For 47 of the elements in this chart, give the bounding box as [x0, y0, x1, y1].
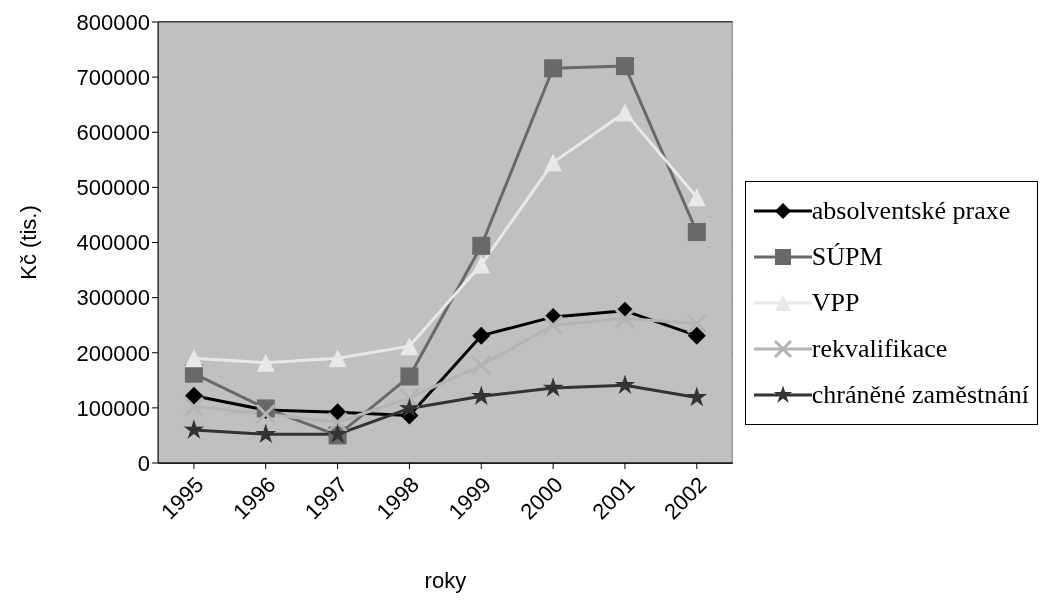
y-tick-label: 600000	[76, 120, 150, 146]
point	[542, 314, 564, 336]
point	[183, 396, 205, 418]
point	[255, 423, 277, 444]
point	[472, 326, 491, 345]
point	[328, 349, 347, 368]
point	[398, 387, 420, 409]
point	[544, 153, 563, 172]
legend-label: rekvalifikace	[811, 334, 948, 364]
point	[544, 59, 563, 78]
point	[687, 223, 706, 242]
y-tick-label: 300000	[76, 285, 150, 311]
y-tick-label: 800000	[76, 9, 150, 35]
point	[615, 103, 634, 122]
point	[327, 411, 349, 433]
point	[399, 397, 420, 418]
legend-label: SÚPM	[811, 242, 883, 272]
y-tick-label: 0	[137, 450, 150, 476]
y-tick-label: 200000	[76, 340, 150, 366]
x-axis-title: roky	[424, 568, 467, 593]
point	[183, 419, 205, 439]
point	[400, 337, 419, 356]
point	[614, 374, 636, 395]
point	[400, 367, 419, 386]
point	[472, 255, 491, 274]
point	[686, 313, 708, 335]
point	[542, 377, 564, 397]
y-tick-label: 100000	[76, 395, 150, 421]
legend-label: chráněné zaměstnání	[811, 380, 1029, 410]
y-tick-label: 500000	[76, 175, 150, 201]
point	[472, 236, 491, 255]
point	[255, 403, 277, 425]
point	[184, 386, 203, 405]
point	[687, 188, 706, 207]
point	[614, 308, 636, 330]
y-axis-title: Kč (tis.)	[15, 205, 41, 280]
point	[470, 354, 492, 376]
point	[256, 353, 275, 372]
point	[686, 386, 708, 407]
point	[687, 326, 706, 345]
y-tick-label: 400000	[76, 230, 150, 256]
point	[471, 385, 492, 406]
legend-label: VPP	[811, 288, 860, 318]
legend-label: absolventské praxe	[811, 196, 1011, 226]
y-tick-label: 700000	[76, 64, 150, 90]
point	[615, 57, 634, 76]
point	[184, 349, 203, 368]
